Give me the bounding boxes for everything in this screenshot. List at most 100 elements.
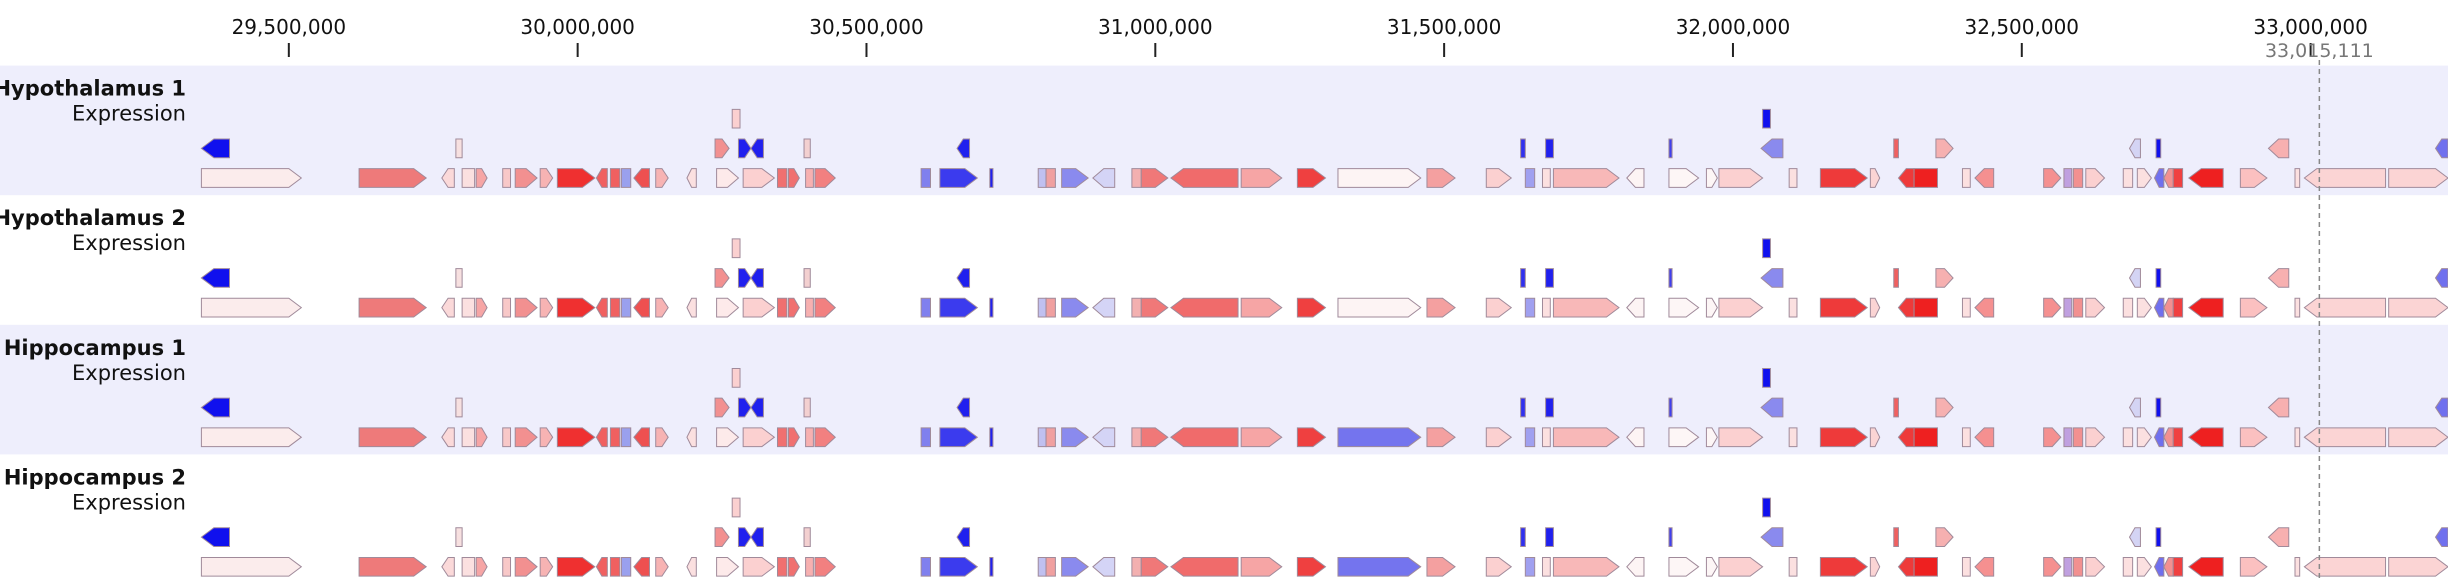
gene <box>200 397 230 418</box>
gene <box>2388 297 2448 318</box>
gene <box>1705 297 1718 318</box>
gene <box>920 556 931 577</box>
gene <box>1974 297 1995 318</box>
gene <box>714 527 730 548</box>
gene <box>455 138 463 159</box>
gene <box>2163 297 2174 318</box>
gene <box>358 556 428 577</box>
gene <box>502 168 512 188</box>
gene <box>805 168 814 188</box>
gene <box>2122 168 2134 188</box>
gene <box>1668 168 1700 188</box>
gene <box>731 108 741 129</box>
track-title: Hypothalamus 1 <box>0 77 186 101</box>
gene <box>1485 427 1513 448</box>
gene <box>358 297 428 318</box>
gene <box>595 556 608 577</box>
gene <box>1485 297 1513 318</box>
gene <box>1296 168 1327 188</box>
gene <box>1296 556 1327 577</box>
gene <box>776 168 788 188</box>
gene <box>1092 297 1116 318</box>
gene <box>2172 297 2184 318</box>
gene <box>2303 556 2387 577</box>
gene <box>1037 297 1047 318</box>
gene <box>1240 427 1283 448</box>
gene <box>1819 168 1869 188</box>
gene <box>2136 297 2152 318</box>
gene <box>1913 427 1938 448</box>
gene <box>1337 556 1422 577</box>
gene <box>1668 556 1700 577</box>
gene <box>1869 297 1881 318</box>
gene <box>1788 556 1798 577</box>
gene <box>1760 397 1784 418</box>
gene <box>1705 556 1718 577</box>
gene <box>620 427 632 448</box>
gene <box>1541 168 1551 188</box>
gene <box>655 427 669 448</box>
gene <box>1788 297 1798 318</box>
gene <box>750 138 764 159</box>
gene <box>1961 427 1971 448</box>
gene <box>1140 556 1169 577</box>
gene <box>1626 556 1645 577</box>
gene-track <box>200 108 2448 188</box>
gene <box>716 297 740 318</box>
track-title: Hippocampus 2 <box>4 465 186 489</box>
gene <box>1760 268 1784 288</box>
gene <box>1240 297 1283 318</box>
gene <box>2085 556 2106 577</box>
gene <box>1170 297 1239 318</box>
gene <box>742 297 776 318</box>
axis-tick-label: 30,500,000 <box>809 15 924 39</box>
gene <box>1961 168 1971 188</box>
gene <box>737 397 752 418</box>
gene <box>1819 556 1869 577</box>
gene <box>514 297 538 318</box>
gene <box>803 138 811 159</box>
gene <box>750 527 764 548</box>
gene <box>2388 427 2448 448</box>
gene <box>1760 138 1784 159</box>
gene <box>2434 268 2448 288</box>
gene <box>2303 297 2387 318</box>
gene <box>1705 168 1718 188</box>
gene <box>1705 427 1718 448</box>
gene <box>1240 168 1283 188</box>
gene <box>920 297 931 318</box>
gene <box>2043 556 2062 577</box>
gene <box>502 556 512 577</box>
gene <box>1170 168 1239 188</box>
gene <box>1668 397 1673 418</box>
gene <box>2267 397 2290 418</box>
gene <box>716 168 740 188</box>
gene <box>776 297 788 318</box>
gene <box>609 297 621 318</box>
gene <box>1935 397 1954 418</box>
gene <box>620 556 632 577</box>
gene <box>1140 168 1169 188</box>
gene <box>1552 297 1620 318</box>
gene <box>2188 427 2224 448</box>
gene <box>1545 268 1554 288</box>
gene <box>1140 427 1169 448</box>
gene <box>1170 427 1239 448</box>
gene <box>1819 297 1869 318</box>
gene <box>787 556 800 577</box>
gene <box>1485 168 1513 188</box>
gene <box>2239 297 2268 318</box>
gene <box>1131 427 1142 448</box>
gene <box>2172 427 2184 448</box>
gene <box>1762 238 1771 259</box>
gene <box>714 138 730 159</box>
gene <box>989 427 994 448</box>
gene <box>939 297 979 318</box>
gene <box>1092 427 1116 448</box>
gene <box>200 168 303 188</box>
gene <box>1668 427 1700 448</box>
gene <box>716 556 740 577</box>
gene <box>803 527 811 548</box>
gene <box>1520 527 1526 548</box>
